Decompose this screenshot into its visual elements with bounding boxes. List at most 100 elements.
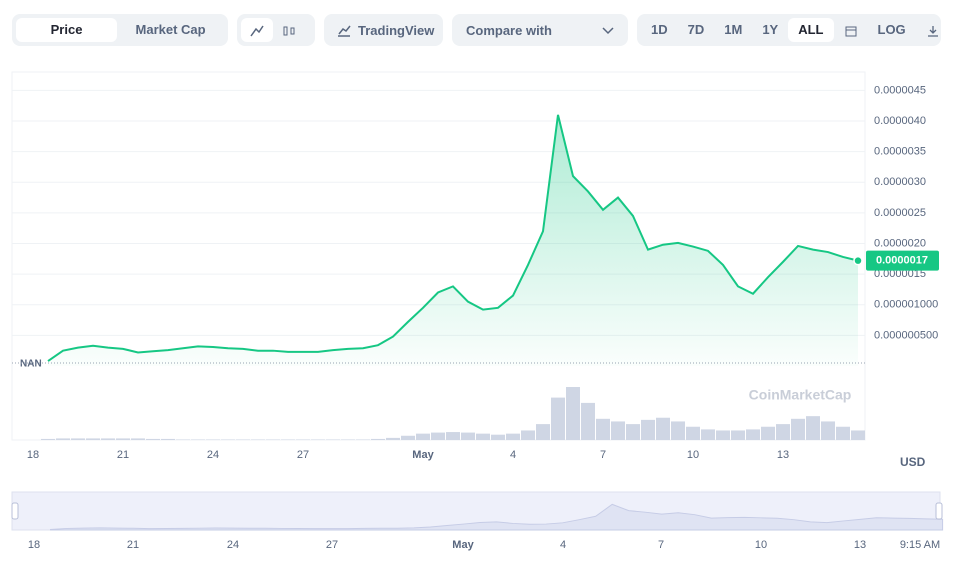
volume-bar: [326, 439, 340, 440]
volume-bar: [161, 438, 175, 440]
download-icon[interactable]: [916, 18, 950, 42]
compare-select[interactable]: Compare with: [452, 14, 628, 46]
start-label: NAN: [20, 359, 42, 370]
x-tick-label: 24: [207, 449, 219, 461]
range-button[interactable]: 1M: [724, 22, 743, 37]
plot-frame: [11, 71, 866, 441]
navigator-label: 24: [227, 539, 239, 551]
volume-bar: [281, 439, 295, 440]
volume-bar: [596, 418, 610, 440]
log-button[interactable]: LOG: [877, 22, 906, 37]
navigator-label: 18: [28, 539, 40, 551]
range-button[interactable]: ALL: [788, 18, 834, 42]
volume-bar: [41, 438, 55, 440]
price-badge-label: 0.0000017: [876, 255, 928, 267]
x-tick-label: 13: [777, 449, 789, 461]
volume-bar: [626, 424, 640, 440]
volume-bar: [581, 402, 595, 440]
volume-bar: [476, 433, 490, 440]
navigator-area: [50, 503, 944, 531]
volume-bar: [56, 438, 70, 440]
volume-bar: [101, 438, 115, 440]
volume-bar: [206, 439, 220, 440]
calendar-icon[interactable]: [834, 18, 868, 42]
volume-bar: [461, 432, 475, 440]
volume-bar: [266, 439, 280, 440]
volume-bar: [506, 433, 520, 440]
navigator-label: 13: [854, 539, 866, 551]
volume-bar: [836, 426, 850, 440]
watermark: CoinMarketCap: [749, 387, 852, 403]
y-tick-label: 0.0000025: [874, 207, 926, 219]
price-area: [48, 114, 858, 366]
currency: USD: [900, 455, 926, 469]
volume-bar: [716, 430, 730, 440]
y-tick-label: 0.0000045: [874, 84, 926, 96]
navigator-handle: [935, 502, 943, 520]
volume-bar: [131, 438, 145, 440]
navigator-handle: [11, 502, 19, 520]
range-button[interactable]: 7D: [687, 22, 705, 37]
y-tick-label: 0.0000035: [874, 146, 926, 158]
volume-bar: [701, 429, 715, 440]
volume-bar: [536, 424, 550, 440]
x-tick-label: 4: [510, 449, 516, 461]
volume-bar: [116, 438, 130, 440]
navigator-label: 9:15 AM: [900, 539, 940, 551]
tab[interactable]: Market Cap: [135, 22, 206, 37]
volume-bar: [566, 387, 580, 440]
volume-bar: [146, 438, 160, 440]
volume-bar: [371, 438, 385, 440]
navigator: [11, 491, 941, 531]
y-tick-label: 0.0000020: [874, 237, 926, 249]
volume-bar: [221, 439, 235, 440]
tradingview-button[interactable]: TradingView: [324, 14, 443, 46]
price-badge: [866, 250, 939, 271]
price-line: [47, 114, 859, 362]
volume-bar: [776, 424, 790, 440]
volume-bar: [671, 421, 685, 440]
volume-bar: [611, 421, 625, 440]
y-tick-label: 0.000000500: [874, 329, 938, 341]
navigator-label: 27: [326, 539, 338, 551]
volume-bar: [686, 426, 700, 440]
x-tick-label: 7: [600, 449, 606, 461]
volume-bar: [311, 439, 325, 440]
volume-bar: [386, 437, 400, 440]
navigator-label: 10: [755, 539, 767, 551]
volume-bar: [296, 439, 310, 440]
volume-bar: [191, 439, 205, 440]
tradingview-label: TradingView: [358, 22, 435, 38]
volume-bar: [521, 430, 535, 440]
volume-bar: [641, 419, 655, 440]
volume-bar: [761, 426, 775, 440]
range-button[interactable]: 1D: [651, 22, 668, 37]
range-button[interactable]: 1Y: [762, 22, 779, 37]
compare-label: Compare with: [466, 22, 552, 38]
volume-bar: [731, 430, 745, 440]
volume-bar: [401, 435, 415, 440]
volume-bar: [86, 438, 100, 440]
volume-bar: [791, 418, 805, 440]
volume-bar: [746, 429, 760, 440]
volume-bar: [806, 416, 820, 440]
candle-icon[interactable]: [273, 18, 305, 42]
last-point: [853, 255, 863, 266]
tab[interactable]: Price: [16, 18, 118, 42]
navigator-label: May: [452, 539, 474, 551]
tab-group: Price Market Cap: [12, 14, 228, 46]
volume-bar: [821, 421, 835, 440]
volume-bar: [71, 438, 85, 440]
volume-bar: [656, 417, 670, 440]
x-tick-label: 18: [27, 449, 39, 461]
volume-bar: [416, 433, 430, 440]
line-icon[interactable]: [241, 18, 273, 42]
y-tick-label: 0.0000030: [874, 176, 926, 188]
volume-bar: [551, 397, 565, 440]
volume-bar: [491, 434, 505, 440]
x-tick-label: 10: [687, 449, 699, 461]
volume-bar: [236, 439, 250, 440]
x-tick-label: May: [412, 449, 434, 461]
